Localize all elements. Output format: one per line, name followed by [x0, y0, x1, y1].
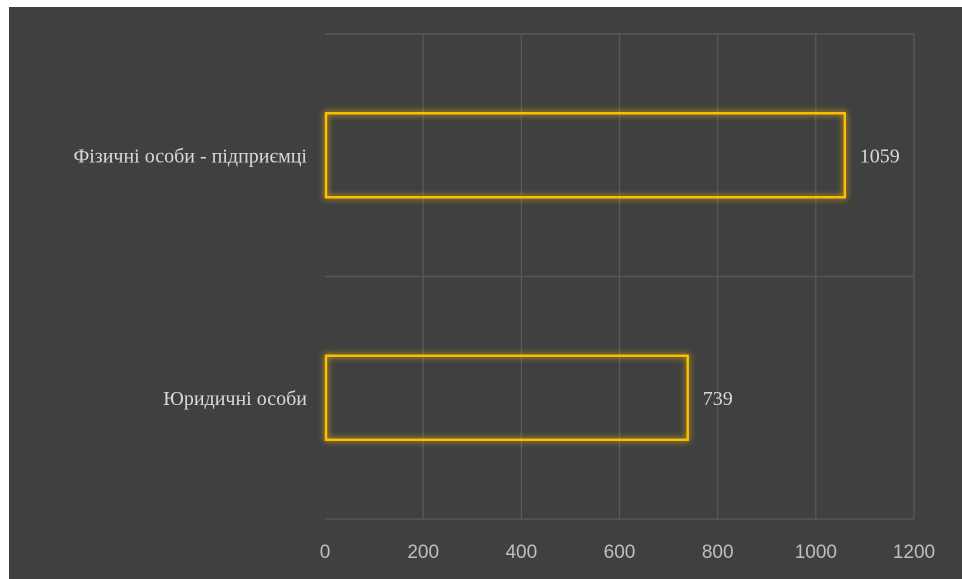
- bars: [324, 112, 846, 441]
- x-tick-label-1200: 1200: [893, 542, 935, 563]
- category-labels: Фізичні особи - підприємці Юридичні особи: [73, 145, 307, 410]
- x-tick-label-0: 0: [320, 542, 331, 563]
- x-tick-label-800: 800: [702, 542, 734, 563]
- chart-background: [9, 7, 962, 579]
- category-label-2: Юридичні особи: [163, 388, 307, 410]
- bar-1: [324, 112, 846, 199]
- x-tick-label-200: 200: [407, 542, 439, 563]
- x-tick-label-600: 600: [604, 542, 636, 563]
- gridlines: [325, 33, 915, 520]
- bar-2: [324, 354, 689, 441]
- data-label-1: 1059: [860, 145, 900, 167]
- data-label-2: 739: [703, 388, 733, 410]
- x-tick-label-1000: 1000: [795, 542, 837, 563]
- category-label-1: Фізичні особи - підприємці: [73, 145, 307, 167]
- x-tick-label-400: 400: [505, 542, 537, 563]
- data-labels: 1059 739: [703, 145, 900, 410]
- x-axis-tick-labels: 0 200 400 600 800 1000 1200: [320, 542, 935, 563]
